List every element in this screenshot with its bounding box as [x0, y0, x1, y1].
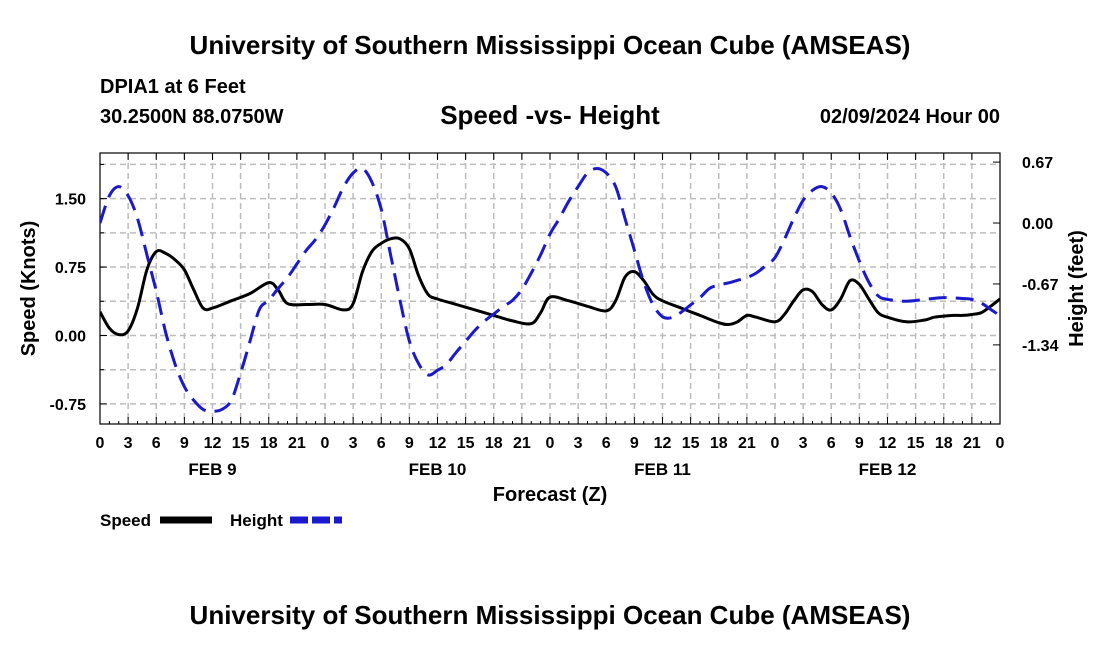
- x-tick-label: 21: [513, 435, 531, 452]
- y-left-tick-label: 1.50: [55, 192, 86, 209]
- x-tick-label: 6: [377, 435, 386, 452]
- x-tick-label: 0: [996, 435, 1005, 452]
- x-tick-label: 18: [935, 435, 953, 452]
- x-tick-label: 21: [963, 435, 981, 452]
- series-line-height: [100, 166, 1000, 413]
- x-tick-label: 0: [96, 435, 105, 452]
- x-tick-label: 0: [771, 435, 780, 452]
- x-tick-label: 0: [321, 435, 330, 452]
- y-right-tick-label: 0.00: [1022, 216, 1053, 233]
- x-tick-label: 12: [429, 435, 447, 452]
- x-tick-label: 18: [260, 435, 278, 452]
- x-tick-label: 12: [879, 435, 897, 452]
- day-label: FEB 10: [409, 460, 467, 479]
- x-tick-label: 9: [630, 435, 639, 452]
- y-left-tick-label: 0.75: [55, 260, 86, 277]
- forecast-datetime: 02/09/2024 Hour 00: [819, 106, 1000, 128]
- day-label: FEB 11: [634, 460, 691, 479]
- x-tick-label: 9: [855, 435, 864, 452]
- x-tick-label: 12: [204, 435, 222, 452]
- x-tick-label: 0: [546, 435, 555, 452]
- x-tick-label: 6: [602, 435, 611, 452]
- chart-subtitle: Speed -vs- Height: [440, 100, 660, 130]
- series-line-speed: [100, 236, 1000, 337]
- x-tick-label: 12: [654, 435, 672, 452]
- x-tick-label: 21: [288, 435, 306, 452]
- legend-label-speed: Speed: [100, 511, 151, 530]
- legend-label-height: Height: [230, 511, 283, 530]
- x-tick-label: 6: [152, 435, 161, 452]
- x-axis-title: Forecast (Z): [493, 484, 607, 506]
- x-tick-label: 18: [485, 435, 503, 452]
- day-label: FEB 12: [859, 460, 917, 479]
- x-tick-label: 15: [907, 435, 925, 452]
- footer-title: University of Southern Mississippi Ocean…: [189, 600, 911, 630]
- x-tick-label: 9: [405, 435, 414, 452]
- station-coordinates: 30.2500N 88.0750W: [100, 106, 284, 128]
- x-tick-label: 3: [574, 435, 583, 452]
- y-right-tick-label: -1.34: [1022, 338, 1059, 355]
- x-tick-label: 3: [349, 435, 358, 452]
- y-right-tick-label: 0.67: [1022, 155, 1053, 172]
- x-tick-label: 18: [710, 435, 728, 452]
- y-left-axis-title: Speed (Knots): [18, 221, 40, 357]
- y-left-tick-label: -0.75: [50, 397, 87, 414]
- y-right-tick-label: -0.67: [1022, 277, 1059, 294]
- day-label: FEB 9: [188, 460, 236, 479]
- x-tick-label: 21: [738, 435, 756, 452]
- x-tick-label: 9: [180, 435, 189, 452]
- x-tick-label: 15: [232, 435, 250, 452]
- x-tick-label: 3: [124, 435, 133, 452]
- x-tick-label: 6: [827, 435, 836, 452]
- x-tick-label: 15: [682, 435, 700, 452]
- x-tick-label: 15: [457, 435, 475, 452]
- y-right-axis-title: Height (feet): [1066, 230, 1088, 347]
- station-label: DPIA1 at 6 Feet: [100, 76, 246, 98]
- page-title: University of Southern Mississippi Ocean…: [189, 30, 911, 60]
- x-tick-label: 3: [799, 435, 808, 452]
- y-left-tick-label: 0.00: [55, 328, 86, 345]
